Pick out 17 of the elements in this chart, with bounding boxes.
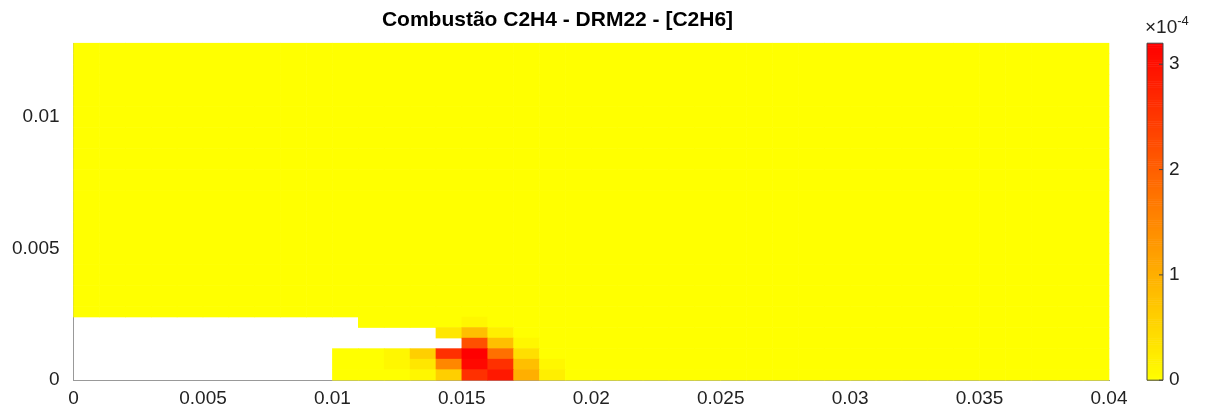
x-tick-label: 0.035 [955, 386, 1004, 408]
color-bar-label: 2 [1169, 157, 1180, 179]
color-bar-label: 0 [1169, 368, 1180, 390]
x-tick-label: 0.03 [831, 386, 869, 408]
x-tick-label: 0.02 [572, 386, 610, 408]
y-tick-label: 0.005 [12, 236, 60, 258]
x-tick-label: 0.025 [696, 386, 745, 408]
y-tick-label: 0.01 [22, 105, 60, 127]
x-tick-label: 0.015 [438, 386, 486, 408]
x-tick-label: 0.04 [1090, 386, 1128, 408]
color-bar-label: 1 [1169, 263, 1180, 285]
x-tick-label: 0.005 [179, 386, 227, 408]
x-tick-label: 0.01 [313, 386, 351, 408]
chart-title: Combustão C2H4 - DRM22 - [C2H6] [381, 7, 734, 31]
y-tick-label: 0 [48, 368, 60, 390]
color-bar-label: 3 [1169, 52, 1180, 74]
x-tick-label: 0 [68, 386, 79, 408]
